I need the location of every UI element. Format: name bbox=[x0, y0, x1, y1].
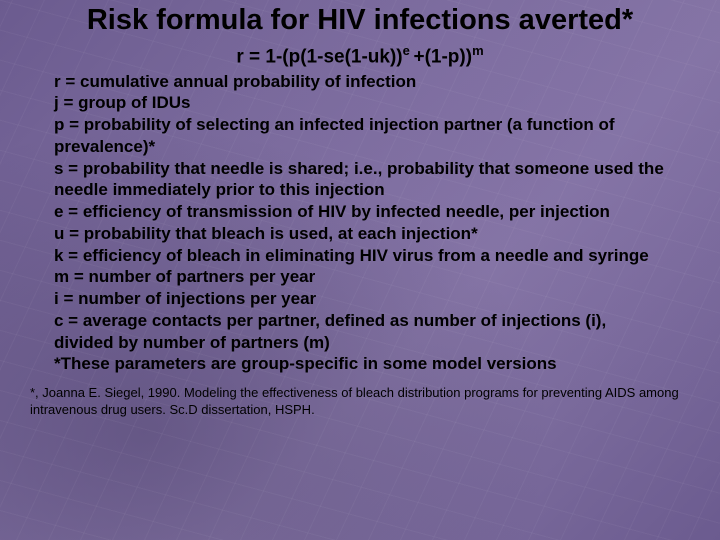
def-i: i = number of injections per year bbox=[54, 288, 666, 310]
def-p: p = probability of selecting an infected… bbox=[54, 114, 666, 158]
formula-sup1: e bbox=[403, 43, 414, 58]
citation: *, Joanna E. Siegel, 1990. Modeling the … bbox=[0, 375, 720, 419]
def-m: m = number of partners per year bbox=[54, 266, 666, 288]
slide-title: Risk formula for HIV infections averted* bbox=[0, 0, 720, 37]
formula-part1: r = 1-(p(1-se(1-uk)) bbox=[236, 47, 402, 68]
definitions-block: r = cumulative annual probability of inf… bbox=[0, 69, 720, 376]
def-e: e = efficiency of transmission of HIV by… bbox=[54, 201, 666, 223]
def-r: r = cumulative annual probability of inf… bbox=[54, 71, 666, 93]
def-u: u = probability that bleach is used, at … bbox=[54, 223, 666, 245]
slide-content: Risk formula for HIV infections averted*… bbox=[0, 0, 720, 419]
def-note: *These parameters are group-specific in … bbox=[54, 353, 666, 375]
formula-mid: +(1-p)) bbox=[413, 47, 472, 68]
formula-sup2: m bbox=[472, 43, 484, 58]
def-j: j = group of IDUs bbox=[54, 92, 666, 114]
risk-formula: r = 1-(p(1-se(1-uk))e +(1-p))m bbox=[0, 43, 720, 68]
def-k: k = efficiency of bleach in eliminating … bbox=[54, 245, 666, 267]
def-s: s = probability that needle is shared; i… bbox=[54, 158, 666, 202]
def-c: c = average contacts per partner, define… bbox=[54, 310, 666, 354]
